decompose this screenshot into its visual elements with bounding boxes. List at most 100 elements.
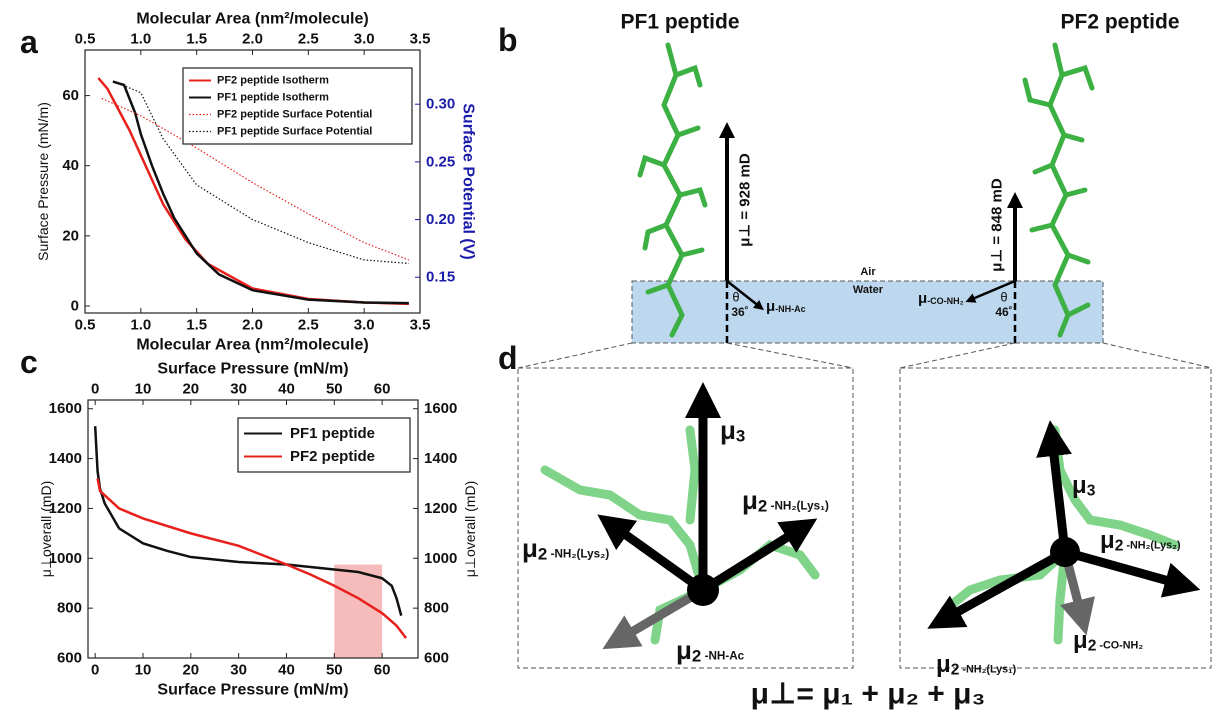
dipole-label: μ2 -NH₂(Lys₂) xyxy=(522,533,609,563)
x-tick-label: 0 xyxy=(91,662,99,679)
dipole-label: μ2 -CO-NH₂ xyxy=(1073,627,1143,654)
x-tick-label: 60 xyxy=(374,662,391,679)
symbol: μ xyxy=(1073,627,1088,654)
x-tick-label: 3.0 xyxy=(354,31,375,48)
x-tick-label: 20 xyxy=(182,662,199,679)
series-line xyxy=(112,80,409,264)
y-tick-label: 20 xyxy=(62,227,79,244)
y-tick-label: 1000 xyxy=(49,550,82,567)
x-tick-label: 1.5 xyxy=(186,317,207,334)
highlight xyxy=(334,564,383,658)
index: 2 xyxy=(758,496,767,515)
dipole-label: μ3 xyxy=(1072,472,1096,499)
water-layer xyxy=(631,280,1104,344)
subscript: -NH₂(Lys₁) xyxy=(959,663,1016,675)
series-line xyxy=(112,80,409,305)
x-tick-label: 2.5 xyxy=(298,317,319,334)
group-arrow xyxy=(726,280,764,311)
group-arrow xyxy=(965,279,1016,303)
x-axis-label: Molecular Area (nm²/molecule) xyxy=(136,11,368,28)
x-axis-label: Molecular Area (nm²/molecule) xyxy=(136,337,368,354)
dipole-arrow xyxy=(927,548,1068,629)
x-tick-label: 0.5 xyxy=(75,317,96,334)
x-tick-label: 3.5 xyxy=(410,317,431,334)
y-tick-label: 40 xyxy=(62,157,79,174)
peptide-title: PF2 peptide xyxy=(1060,11,1179,34)
panel-b: PF1 peptide PF2 peptide μ⊥ = 928 mD μ⊥ =… xyxy=(517,11,1213,369)
y-axis-label: μ⊥overall (mD) xyxy=(462,481,478,578)
dipole-label: μ⊥ = 848 mD xyxy=(989,178,1006,272)
x-tick-label: 3.0 xyxy=(354,317,375,334)
index: 3 xyxy=(1087,482,1096,499)
symbol: μ xyxy=(1072,472,1087,499)
dipole-arrow xyxy=(1063,547,1201,598)
x-tick-label: 2.5 xyxy=(298,31,319,48)
dipole-label: μ⊥ = 928 mD xyxy=(737,153,754,247)
legend-label: PF1 peptide xyxy=(290,425,375,442)
x-tick-label: 60 xyxy=(374,381,391,398)
dipole-label: μ3 xyxy=(720,415,745,445)
water-label: Water xyxy=(853,284,884,296)
zoom-box xyxy=(899,367,1212,669)
y-axis-label: μ⊥overall (mD) xyxy=(38,481,54,578)
group-label: μ-NH-Ac xyxy=(766,298,806,315)
peptide-title: PF1 peptide xyxy=(620,11,739,34)
y2-axis-label: Surface Potential (V) xyxy=(460,103,477,259)
dipole-arrow xyxy=(597,514,706,594)
dipole-label: μ2 -NH₂(Lys₁) xyxy=(742,485,829,515)
molecule xyxy=(637,42,1095,338)
symbol: μ xyxy=(720,415,736,445)
x-tick-label: 40 xyxy=(278,381,295,398)
legend-label: PF1 peptide Isotherm xyxy=(217,92,329,104)
series-line xyxy=(96,478,408,639)
theta: θ xyxy=(732,290,739,305)
series-line xyxy=(101,97,410,261)
subscript: -NH-Ac xyxy=(775,304,806,314)
group-label: μ-CO-NH₂ xyxy=(918,290,964,307)
index: 2 xyxy=(538,544,547,563)
index: 2 xyxy=(1115,537,1124,554)
x-tick-label: 1.0 xyxy=(130,31,151,48)
index: 3 xyxy=(736,426,745,445)
plot-frame xyxy=(87,399,419,659)
symbol: μ xyxy=(522,533,538,563)
legend-label: PF2 peptide xyxy=(290,448,375,465)
y2-tick-label: 0.25 xyxy=(426,153,455,170)
equation: μ⊥= μ₁ + μ₂ + μ₃ xyxy=(751,678,986,711)
series-line xyxy=(93,426,403,616)
y-tick-label: 1000 xyxy=(424,550,457,567)
y-tick-label: 1200 xyxy=(424,500,457,517)
x-axis-label: Surface Pressure (mN/m) xyxy=(157,682,348,699)
legend-label: PF2 peptide Isotherm xyxy=(217,75,329,87)
legend-label: PF1 peptide Surface Potential xyxy=(217,126,372,138)
y-tick-label: 0 xyxy=(71,297,79,314)
panel-label: d xyxy=(498,340,518,376)
x-tick-label: 3.5 xyxy=(410,31,431,48)
subscript: -CO-NH₂ xyxy=(927,296,964,306)
y-tick-label: 800 xyxy=(57,600,82,617)
y-tick-label: 60 xyxy=(62,87,79,104)
x-tick-label: 1.5 xyxy=(186,31,207,48)
subscript: -NH₂(Lys₂) xyxy=(547,547,609,560)
dipole-label: μ2 -NH₂(Lys₁) xyxy=(936,651,1017,678)
subscript: -CO-NH₂ xyxy=(1096,639,1143,651)
x-tick-label: 2.0 xyxy=(242,317,263,334)
y-tick-label: 1600 xyxy=(49,400,82,417)
zoom-box xyxy=(517,367,854,669)
y-tick-label: 1200 xyxy=(49,500,82,517)
legend-label: PF2 peptide Surface Potential xyxy=(217,109,372,121)
angle-label: 36˚ xyxy=(731,305,748,319)
panel-label: a xyxy=(20,24,38,60)
x-tick-label: 2.0 xyxy=(242,31,263,48)
panel-label: c xyxy=(20,344,38,380)
dipole-label: μ2 -NH-Ac xyxy=(676,635,745,665)
y2-tick-label: 0.15 xyxy=(426,269,455,286)
subscript: -NH₂(Lys₂) xyxy=(1123,539,1181,551)
symbol: μ xyxy=(1100,527,1115,554)
subscript: -NH₂(Lys₁) xyxy=(767,499,829,512)
x-axis-label: Surface Pressure (mN/m) xyxy=(157,361,348,378)
x-tick-label: 0 xyxy=(91,381,99,398)
dipole-arrow xyxy=(1036,420,1072,553)
index: 2 xyxy=(951,661,960,678)
